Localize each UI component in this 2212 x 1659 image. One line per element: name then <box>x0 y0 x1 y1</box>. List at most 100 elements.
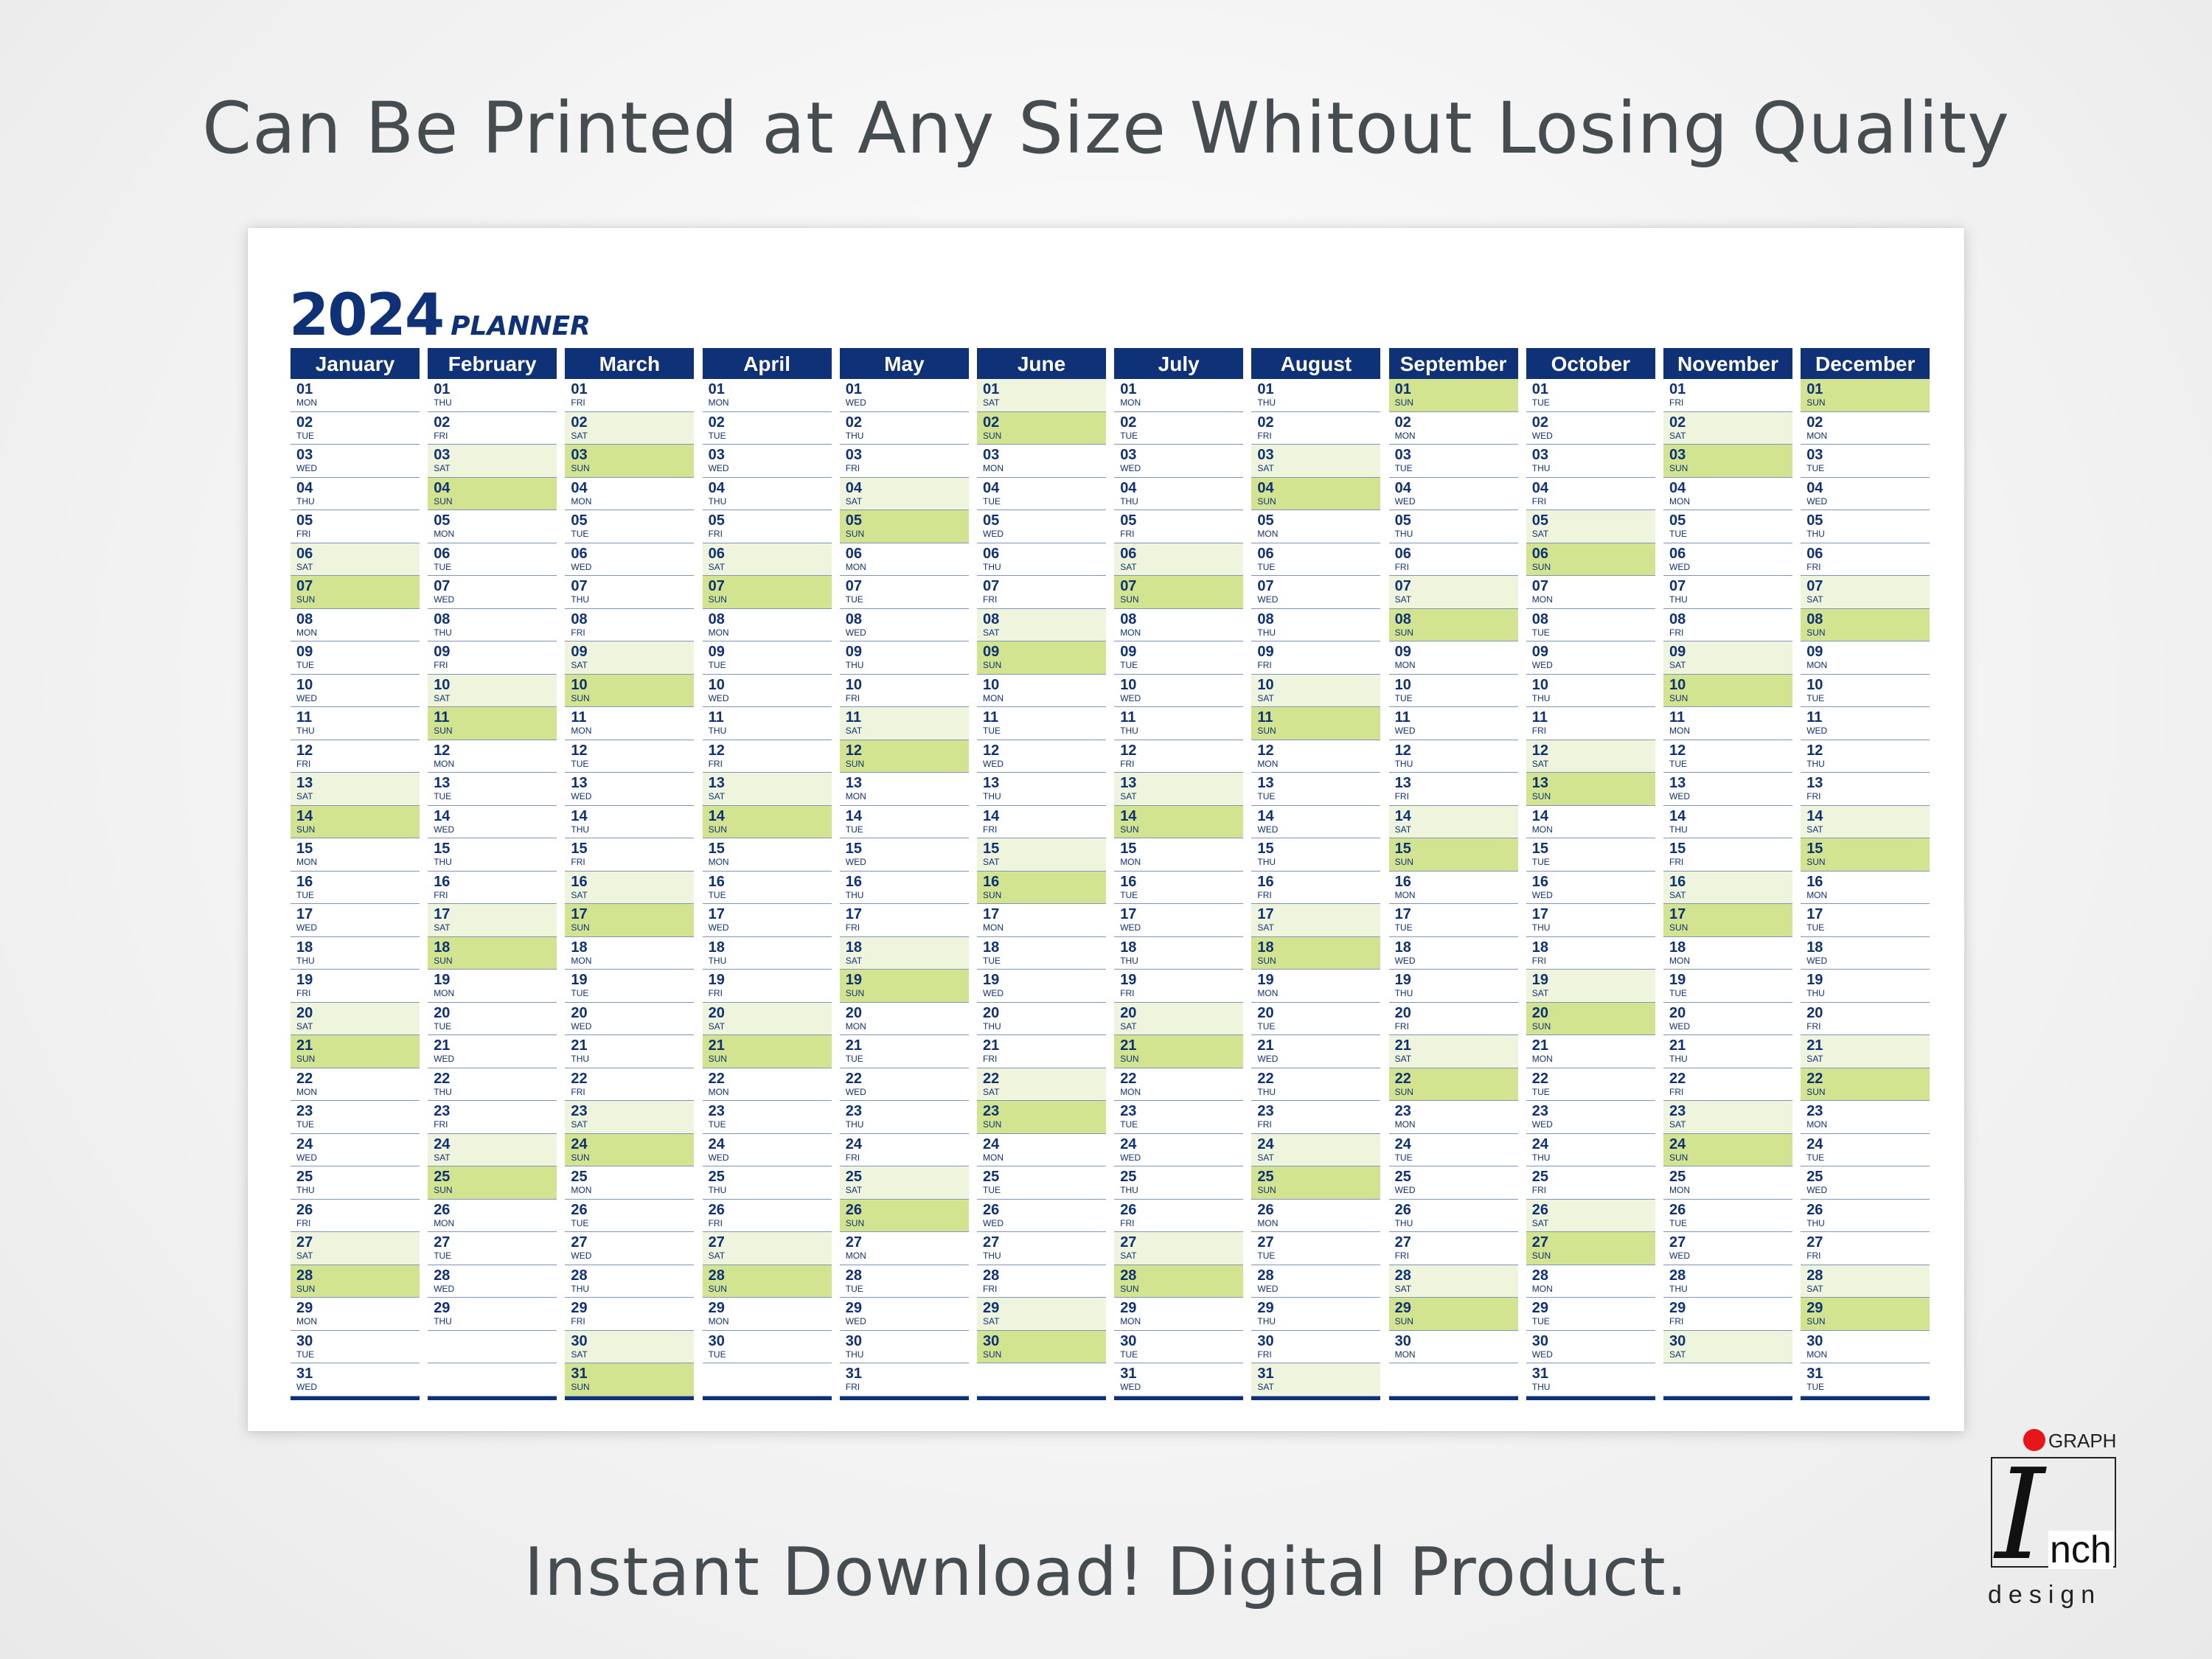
day-cell[interactable]: 03 SAT <box>1251 445 1381 478</box>
day-cell[interactable]: 11 THU <box>702 707 832 740</box>
day-cell[interactable]: 14 WED <box>428 805 557 838</box>
day-cell[interactable]: 05 TUE <box>565 510 695 543</box>
day-cell[interactable]: 14 SUN <box>291 805 420 838</box>
day-cell[interactable]: 22 THU <box>428 1068 557 1101</box>
day-cell[interactable]: 28 TUE <box>839 1265 969 1298</box>
day-cell[interactable]: 06 WED <box>565 543 695 576</box>
day-cell[interactable]: 03 MON <box>977 445 1106 478</box>
day-cell[interactable]: 15 SUN <box>1801 838 1930 872</box>
day-cell[interactable]: 23 WED <box>1526 1101 1655 1134</box>
day-cell[interactable]: 28 SAT <box>1801 1265 1930 1298</box>
day-cell[interactable]: 11 SAT <box>839 707 969 740</box>
day-cell[interactable]: 09 TUE <box>702 641 832 675</box>
day-cell[interactable]: 18 FRI <box>1526 936 1655 970</box>
day-cell[interactable]: 14 WED <box>1251 805 1381 838</box>
day-cell[interactable]: 06 MON <box>839 543 969 576</box>
day-cell[interactable]: 24 TUE <box>1388 1133 1518 1166</box>
day-cell[interactable]: 18 MON <box>1663 936 1792 970</box>
day-cell[interactable]: 27 TUE <box>428 1232 557 1265</box>
day-cell[interactable]: 02 TUE <box>291 411 420 445</box>
day-cell[interactable]: 22 MON <box>702 1068 832 1101</box>
day-cell[interactable]: 14 SUN <box>1114 805 1244 838</box>
day-cell[interactable]: 07 THU <box>1663 576 1792 609</box>
day-cell[interactable]: 02 TUE <box>1114 411 1244 445</box>
day-cell[interactable]: 21 SAT <box>1388 1035 1518 1068</box>
day-cell[interactable]: 06 WED <box>1663 543 1792 576</box>
day-cell[interactable]: 29 FRI <box>565 1298 695 1331</box>
day-cell[interactable]: 13 FRI <box>1388 773 1518 806</box>
day-cell[interactable]: 23 TUE <box>1114 1101 1244 1134</box>
day-cell[interactable]: 03 WED <box>1114 445 1244 478</box>
day-cell[interactable]: 17 SAT <box>428 904 557 937</box>
day-cell[interactable]: 25 TUE <box>977 1166 1106 1200</box>
day-cell[interactable]: 28 SUN <box>1114 1265 1244 1298</box>
day-cell[interactable]: 16 WED <box>1526 871 1655 904</box>
day-cell[interactable]: 22 SUN <box>1388 1068 1518 1101</box>
day-cell[interactable]: 21 WED <box>1251 1035 1381 1068</box>
day-cell[interactable]: 05 SUN <box>839 510 969 543</box>
day-cell[interactable]: 05 THU <box>1801 510 1930 543</box>
day-cell[interactable]: 31 FRI <box>839 1363 969 1397</box>
day-cell[interactable]: 22 SAT <box>977 1068 1106 1101</box>
day-cell[interactable]: 12 THU <box>1801 740 1930 773</box>
day-cell[interactable]: 07 SAT <box>1801 576 1930 609</box>
day-cell[interactable]: 31 THU <box>1526 1363 1655 1397</box>
day-cell[interactable]: 08 FRI <box>1663 608 1792 641</box>
day-cell[interactable]: 01 MON <box>1114 379 1244 412</box>
day-cell[interactable]: 27 MON <box>839 1232 969 1265</box>
day-cell[interactable]: 14 SAT <box>1801 805 1930 838</box>
day-cell[interactable]: 17 FRI <box>839 904 969 937</box>
day-cell[interactable]: 10 WED <box>702 674 832 707</box>
day-cell[interactable]: 17 SUN <box>1663 904 1792 937</box>
day-cell[interactable]: 18 WED <box>1388 936 1518 970</box>
day-cell[interactable]: 10 WED <box>1114 674 1244 707</box>
day-cell[interactable]: 14 TUE <box>839 805 969 838</box>
day-cell[interactable]: 04 TUE <box>977 477 1106 510</box>
day-cell[interactable]: 26 FRI <box>1114 1199 1244 1232</box>
day-cell[interactable]: 08 TUE <box>1526 608 1655 641</box>
day-cell[interactable]: 17 SAT <box>1251 904 1381 937</box>
day-cell[interactable]: 03 SUN <box>565 445 695 478</box>
day-cell[interactable]: 26 THU <box>1388 1199 1518 1232</box>
day-cell[interactable]: 28 SUN <box>291 1265 420 1298</box>
day-cell[interactable]: 07 WED <box>1251 576 1381 609</box>
day-cell[interactable]: 21 SUN <box>1114 1035 1244 1068</box>
day-cell[interactable]: 25 FRI <box>1526 1166 1655 1200</box>
day-cell[interactable]: 10 THU <box>1526 674 1655 707</box>
day-cell[interactable]: 18 MON <box>565 936 695 970</box>
day-cell[interactable]: 12 SUN <box>839 740 969 773</box>
day-cell[interactable]: 11 WED <box>1388 707 1518 740</box>
day-cell[interactable]: 30 TUE <box>291 1330 420 1363</box>
day-cell[interactable]: 18 SAT <box>839 936 969 970</box>
day-cell[interactable]: 12 FRI <box>702 740 832 773</box>
day-cell[interactable]: 21 SUN <box>291 1035 420 1068</box>
day-cell[interactable]: 28 WED <box>1251 1265 1381 1298</box>
day-cell[interactable]: 15 SAT <box>977 838 1106 872</box>
day-cell[interactable]: 29 WED <box>839 1298 969 1331</box>
day-cell[interactable]: 23 THU <box>839 1101 969 1134</box>
day-cell[interactable]: 06 SUN <box>1526 543 1655 576</box>
day-cell[interactable]: 19 TUE <box>1663 970 1792 1003</box>
day-cell[interactable]: 10 WED <box>291 674 420 707</box>
day-cell[interactable]: 12 TUE <box>565 740 695 773</box>
day-cell[interactable]: 03 SUN <box>1663 445 1792 478</box>
day-cell[interactable]: 12 MON <box>1251 740 1381 773</box>
day-cell[interactable]: 01 SUN <box>1388 379 1518 412</box>
day-cell[interactable]: 20 TUE <box>428 1002 557 1035</box>
day-cell[interactable]: 13 SUN <box>1526 773 1655 806</box>
day-cell[interactable]: 29 MON <box>1114 1298 1244 1331</box>
day-cell[interactable]: 02 MON <box>1388 411 1518 445</box>
day-cell[interactable]: 24 SAT <box>1251 1133 1381 1166</box>
day-cell[interactable]: 27 SUN <box>1526 1232 1655 1265</box>
day-cell[interactable]: 25 MON <box>1663 1166 1792 1200</box>
day-cell[interactable]: 23 FRI <box>428 1101 557 1134</box>
day-cell[interactable]: 06 SAT <box>291 543 420 576</box>
day-cell[interactable]: 12 THU <box>1388 740 1518 773</box>
day-cell[interactable]: 25 SUN <box>428 1166 557 1200</box>
day-cell[interactable]: 08 THU <box>1251 608 1381 641</box>
day-cell[interactable]: 18 THU <box>702 936 832 970</box>
day-cell[interactable]: 16 SUN <box>977 871 1106 904</box>
day-cell[interactable]: 31 SAT <box>1251 1363 1381 1397</box>
day-cell[interactable]: 08 SUN <box>1388 608 1518 641</box>
day-cell[interactable]: 31 SUN <box>565 1363 695 1397</box>
